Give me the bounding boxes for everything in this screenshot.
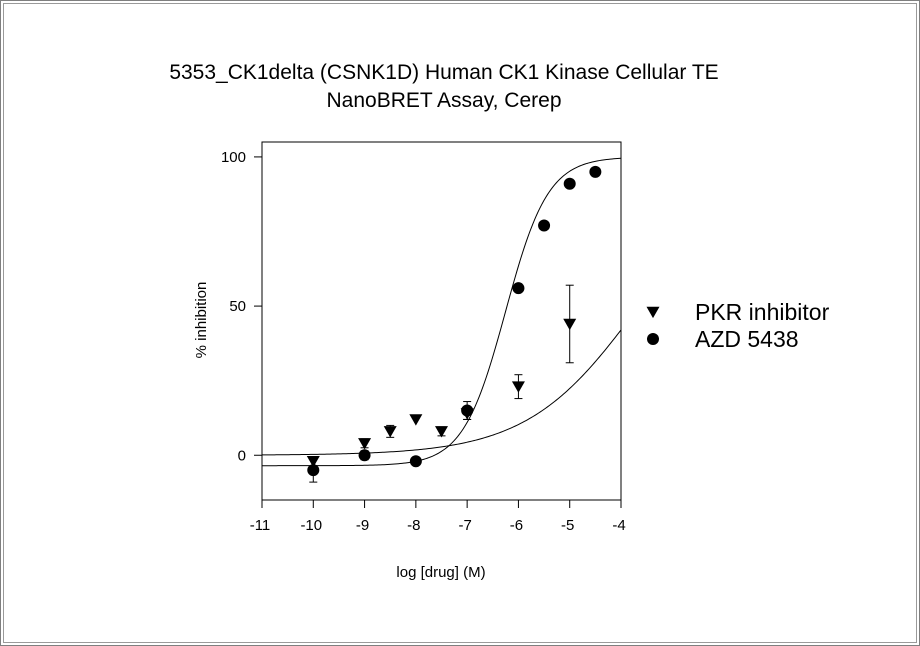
circle-marker	[512, 282, 525, 295]
y-tick-label: 100	[221, 149, 246, 166]
circle-marker	[307, 464, 320, 477]
circle-marker	[589, 165, 602, 178]
y-tick-label: 0	[238, 447, 246, 464]
y-tick-label: 50	[229, 298, 246, 315]
legend-circle-marker	[647, 333, 659, 345]
axes: -11 -10 -9 -8 -7 -6 -5 -4 0 50 100	[221, 149, 626, 534]
triangle-marker	[409, 414, 423, 426]
triangle-marker	[563, 318, 577, 331]
x-tick-label: -9	[356, 517, 369, 534]
x-tick-label: -11	[250, 517, 271, 534]
circle-marker	[358, 449, 371, 462]
triangle-marker	[358, 438, 372, 450]
x-tick-label: -8	[407, 517, 420, 534]
chart-title-line-1: 5353_CK1delta (CSNK1D) Human CK1 Kinase …	[169, 61, 718, 84]
fit-curves	[261, 157, 622, 467]
circle-marker	[538, 219, 551, 232]
legend-triangle-marker	[646, 306, 660, 319]
plot-area-frame	[261, 141, 622, 501]
x-tick-label: -6	[510, 517, 523, 534]
fit-curve	[262, 157, 622, 467]
circle-marker	[461, 404, 474, 417]
y-axis-label: % inhibition	[193, 282, 210, 359]
x-tick-label: -4	[612, 517, 625, 534]
legend-label: AZD 5438	[695, 326, 799, 352]
circle-marker	[409, 455, 422, 468]
triangle-marker	[511, 381, 525, 393]
triangle-marker	[383, 426, 397, 438]
x-tick-label: -5	[561, 517, 574, 534]
triangle-marker	[435, 426, 448, 438]
data-points	[306, 165, 602, 483]
circle-marker	[563, 177, 576, 190]
x-axis-label: log [drug] (M)	[396, 564, 485, 581]
x-tick-label: -7	[458, 517, 471, 534]
chart-title-line-2: NanoBRET Assay, Cerep	[327, 89, 562, 112]
x-tick-label: -10	[300, 517, 322, 534]
fit-curve	[261, 329, 622, 456]
legend-label: PKR inhibitor	[695, 299, 830, 325]
inner-frame	[3, 3, 917, 643]
